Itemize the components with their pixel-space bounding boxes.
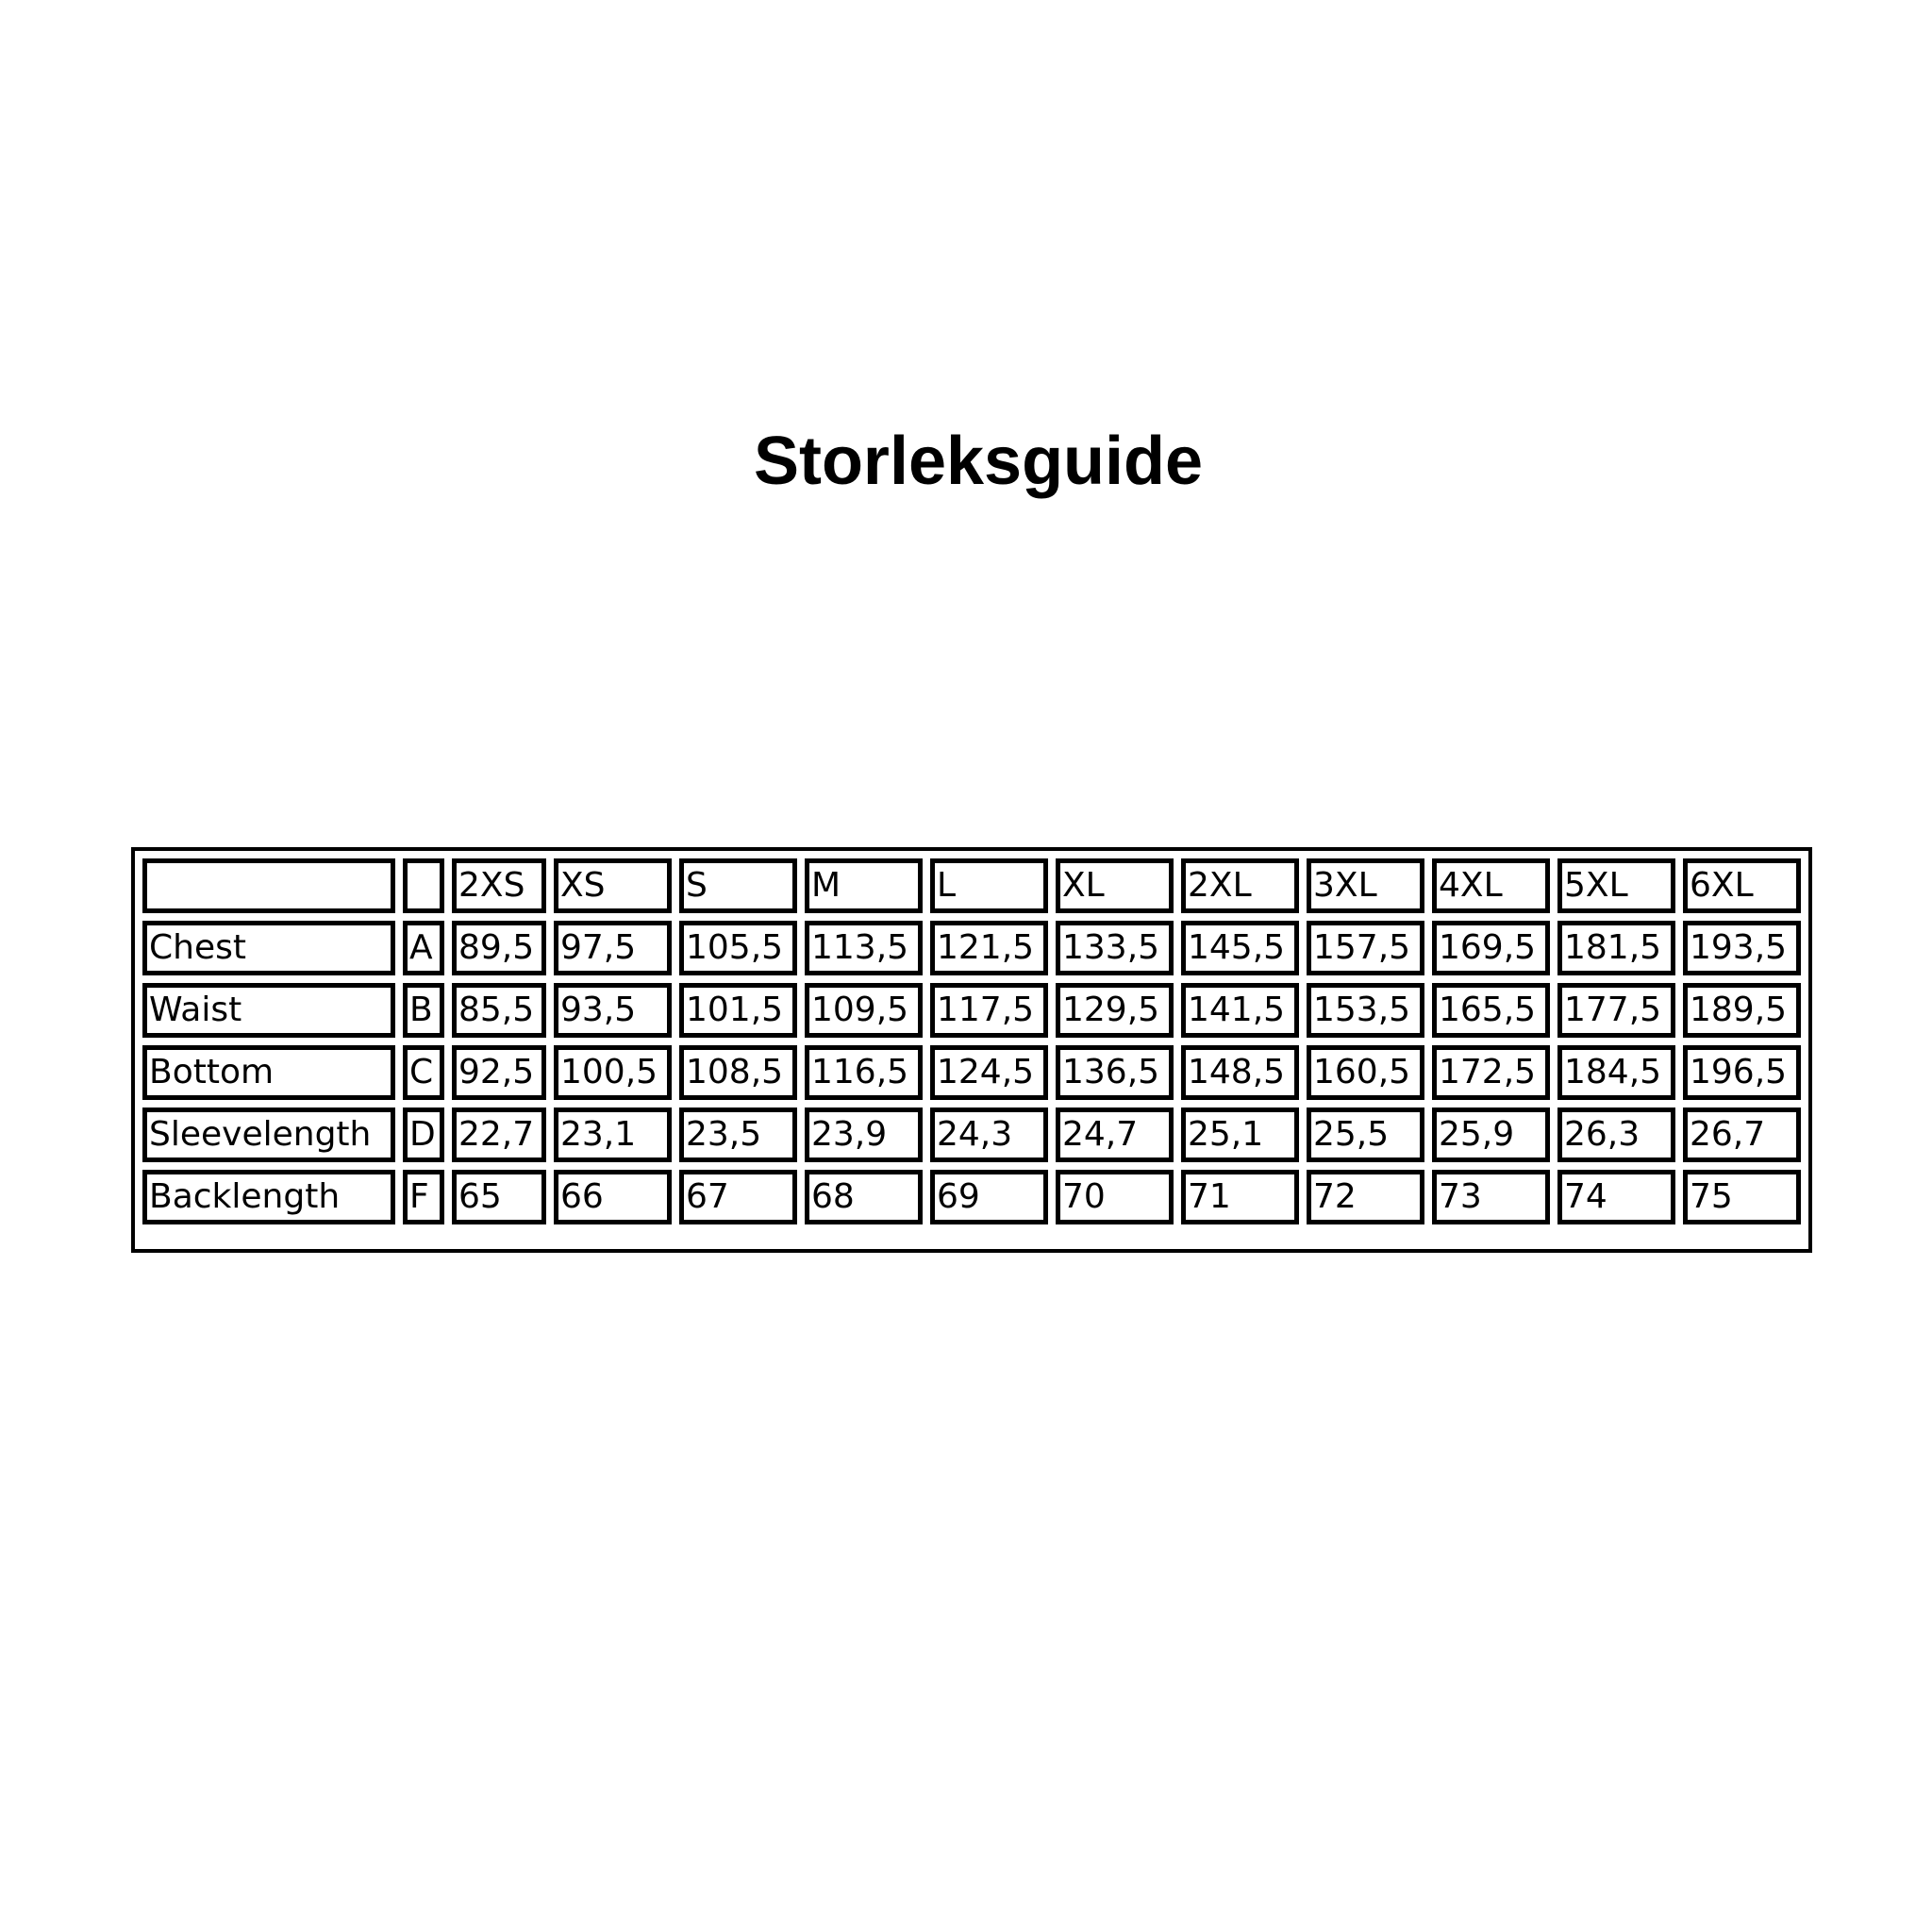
measurement-value: 100,5: [554, 1045, 672, 1100]
measurement-value: 68: [805, 1170, 923, 1224]
measurement-value: 184,5: [1557, 1045, 1675, 1100]
size-guide-table: 2XS XS S M L XL 2XL 3XL 4XL 5XL 6XL Chest A 89,5 97,5 1…: [131, 847, 1812, 1253]
header-row: 2XS XS S M L XL 2XL 3XL 4XL 5XL 6XL: [142, 858, 1801, 913]
measurement-value: 93,5: [554, 983, 672, 1038]
measurement-value: 73: [1432, 1170, 1550, 1224]
header-cell: XS: [554, 858, 672, 913]
measurement-value: 189,5: [1683, 983, 1801, 1038]
measurement-value: 25,5: [1307, 1108, 1424, 1162]
measurement-value: 101,5: [679, 983, 797, 1038]
header-cell: M: [805, 858, 923, 913]
header-cell: 3XL: [1307, 858, 1424, 913]
measurement-value: 177,5: [1557, 983, 1675, 1038]
measurement-code: F: [403, 1170, 444, 1224]
measurement-value: 160,5: [1307, 1045, 1424, 1100]
measurement-value: 108,5: [679, 1045, 797, 1100]
measurement-label: Sleevelength: [142, 1108, 395, 1162]
measurement-value: 196,5: [1683, 1045, 1801, 1100]
measurement-value: 25,9: [1432, 1108, 1550, 1162]
measurement-value: 23,9: [805, 1108, 923, 1162]
header-cell: 5XL: [1557, 858, 1675, 913]
measurement-code: A: [403, 921, 444, 975]
measurement-value: 105,5: [679, 921, 797, 975]
header-cell: L: [930, 858, 1048, 913]
measurement-value: 148,5: [1181, 1045, 1299, 1100]
header-cell: 2XS: [452, 858, 546, 913]
measurement-value: 26,3: [1557, 1108, 1675, 1162]
measurement-label: Chest: [142, 921, 395, 975]
measurement-label: Backlength: [142, 1170, 395, 1224]
measurement-value: 181,5: [1557, 921, 1675, 975]
header-cell: [142, 858, 395, 913]
measurement-value: 66: [554, 1170, 672, 1224]
measurement-value: 117,5: [930, 983, 1048, 1038]
measurement-value: 109,5: [805, 983, 923, 1038]
measurement-value: 23,5: [679, 1108, 797, 1162]
measurement-value: 165,5: [1432, 983, 1550, 1038]
measurement-value: 169,5: [1432, 921, 1550, 975]
measurement-value: 85,5: [452, 983, 546, 1038]
measurement-value: 71: [1181, 1170, 1299, 1224]
measurement-value: 145,5: [1181, 921, 1299, 975]
measurement-value: 67: [679, 1170, 797, 1224]
measurement-value: 23,1: [554, 1108, 672, 1162]
measurement-value: 89,5: [452, 921, 546, 975]
table-row: Sleevelength D 22,7 23,1 23,5 23,9 24,3 24,7 25,…: [142, 1108, 1801, 1162]
table-row: Backlength F 65 66 67 68 69 70 71 72 73 74 75: [142, 1170, 1801, 1224]
measurement-value: 121,5: [930, 921, 1048, 975]
measurement-code: B: [403, 983, 444, 1038]
measurement-value: 74: [1557, 1170, 1675, 1224]
measurement-value: 129,5: [1056, 983, 1174, 1038]
measurement-value: 69: [930, 1170, 1048, 1224]
measurement-code: C: [403, 1045, 444, 1100]
measurement-value: 116,5: [805, 1045, 923, 1100]
measurement-value: 124,5: [930, 1045, 1048, 1100]
header-cell: S: [679, 858, 797, 913]
measurement-value: 75: [1683, 1170, 1801, 1224]
measurement-value: 157,5: [1307, 921, 1424, 975]
measurement-value: 92,5: [452, 1045, 546, 1100]
measurement-value: 25,1: [1181, 1108, 1299, 1162]
measurement-value: 70: [1056, 1170, 1174, 1224]
measurement-value: 65: [452, 1170, 546, 1224]
measurement-code: D: [403, 1108, 444, 1162]
measurement-label: Bottom: [142, 1045, 395, 1100]
header-cell: [403, 858, 444, 913]
table-row: Waist B 85,5 93,5 101,5 109,5 117,5 129,5 141,5 1…: [142, 983, 1801, 1038]
page-title: Storleksguide: [753, 424, 1204, 499]
header-cell: XL: [1056, 858, 1174, 913]
measurement-value: 113,5: [805, 921, 923, 975]
measurement-value: 26,7: [1683, 1108, 1801, 1162]
measurement-value: 22,7: [452, 1108, 546, 1162]
measurement-value: 133,5: [1056, 921, 1174, 975]
measurement-value: 97,5: [554, 921, 672, 975]
measurement-value: 136,5: [1056, 1045, 1174, 1100]
header-cell: 6XL: [1683, 858, 1801, 913]
measurement-value: 141,5: [1181, 983, 1299, 1038]
measurement-value: 24,7: [1056, 1108, 1174, 1162]
measurement-value: 172,5: [1432, 1045, 1550, 1100]
measurement-value: 153,5: [1307, 983, 1424, 1038]
table-row: Bottom C 92,5 100,5 108,5 116,5 124,5 136,5 148,…: [142, 1045, 1801, 1100]
header-cell: 4XL: [1432, 858, 1550, 913]
measurement-value: 72: [1307, 1170, 1424, 1224]
header-cell: 2XL: [1181, 858, 1299, 913]
measurement-value: 24,3: [930, 1108, 1048, 1162]
measurement-value: 193,5: [1683, 921, 1801, 975]
measurement-label: Waist: [142, 983, 395, 1038]
table-row: Chest A 89,5 97,5 105,5 113,5 121,5 133,5 145,5 1…: [142, 921, 1801, 975]
